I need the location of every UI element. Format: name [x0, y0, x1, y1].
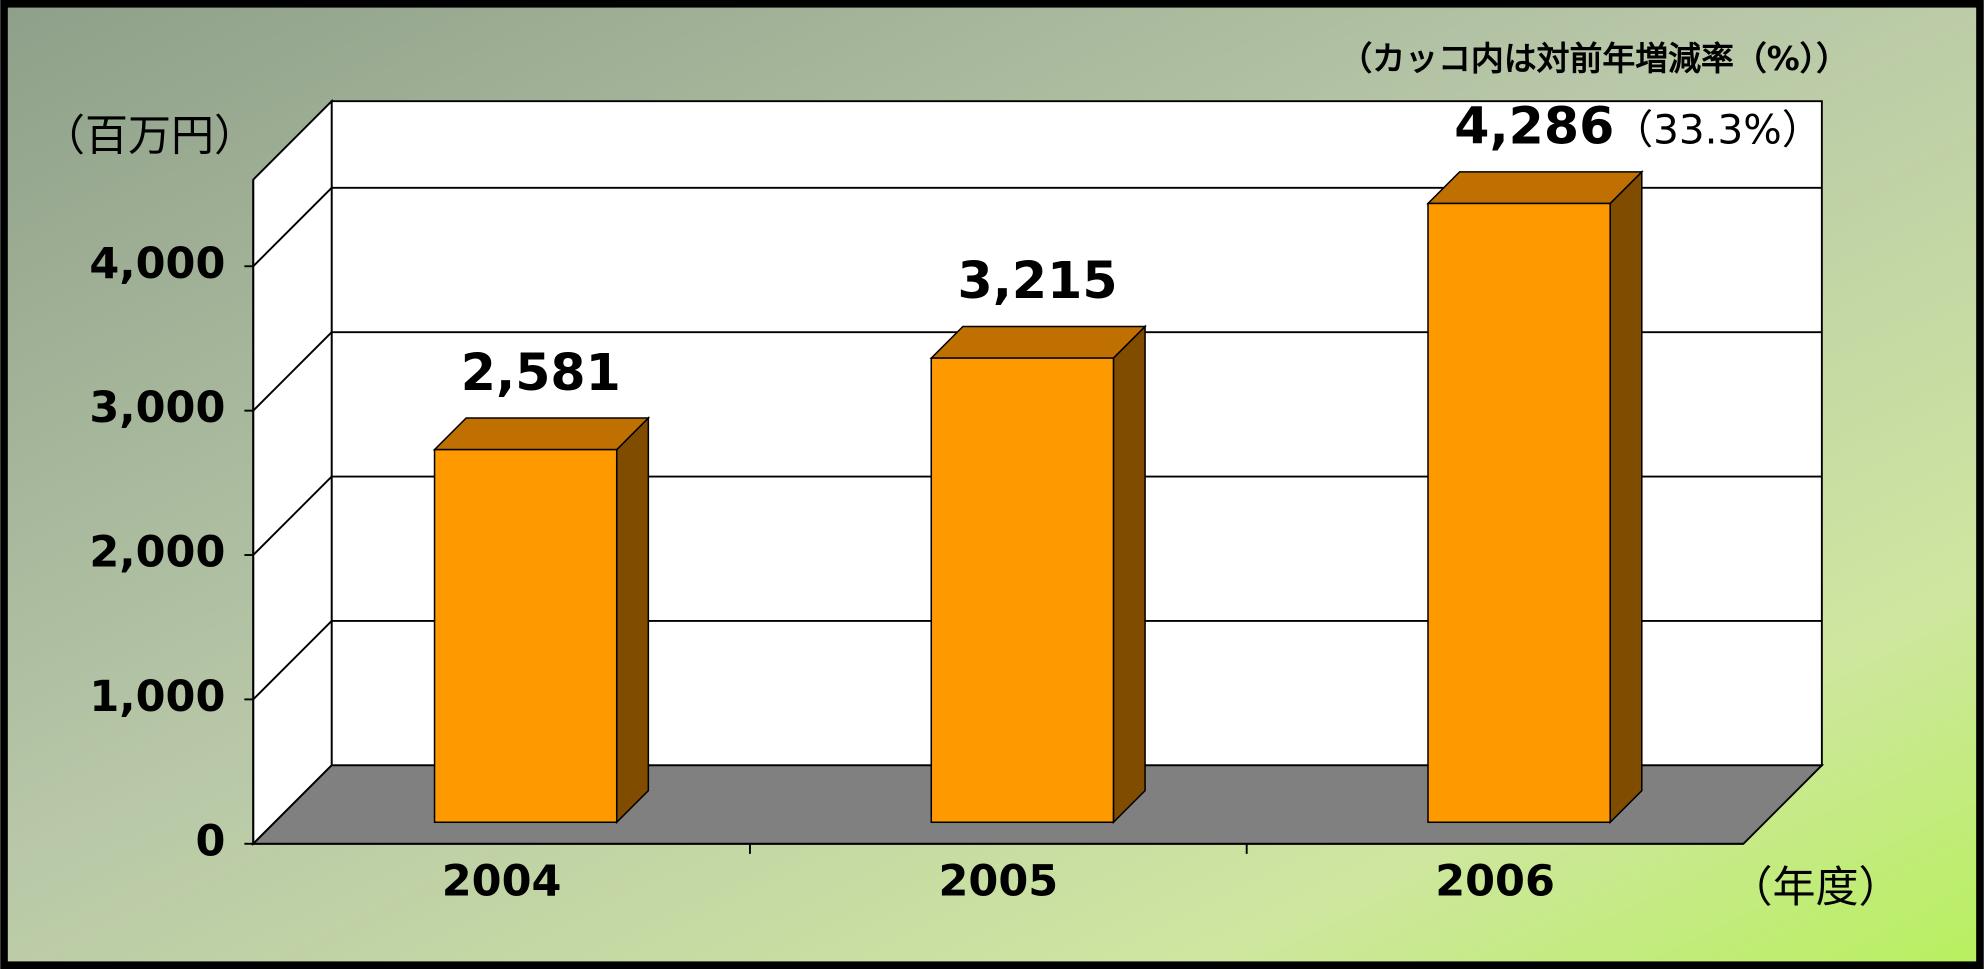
x-axis-label: （年度）: [1730, 863, 1902, 913]
grid-line: [252, 475, 333, 556]
grid-line: [252, 187, 333, 267]
bar-side: [615, 416, 650, 825]
value-label: 3,215: [958, 251, 1118, 310]
bar-top: [929, 325, 1147, 359]
y-tick-label: 1,000: [89, 672, 225, 722]
y-tick-label: 4,000: [89, 239, 225, 289]
y-tick-label: 2,000: [89, 528, 225, 578]
value-label: 4,286: [1454, 97, 1614, 156]
grid-line: [252, 620, 333, 701]
side-wall: [252, 98, 333, 847]
bar-side: [1609, 170, 1643, 825]
bar: [433, 448, 618, 824]
note: （カッコ内は対前年増減率（%））: [1339, 39, 1849, 78]
annotation: （33.3%）: [1613, 106, 1823, 154]
bar: [930, 357, 1115, 824]
x-tick-label: 2004: [442, 857, 562, 907]
grid-line: [252, 331, 333, 412]
y-tick-label: 3,000: [89, 383, 225, 433]
bar-top: [432, 417, 651, 451]
bar-side: [1112, 324, 1146, 825]
value-label: 2,581: [461, 343, 621, 402]
y-tick-label: 0: [195, 816, 225, 866]
bar-top: [1426, 171, 1644, 205]
x-tick-label: 2006: [1435, 857, 1555, 907]
y-axis-label: （百万円）: [42, 112, 257, 162]
bar: [1427, 202, 1611, 824]
x-tick-label: 2005: [938, 857, 1058, 907]
